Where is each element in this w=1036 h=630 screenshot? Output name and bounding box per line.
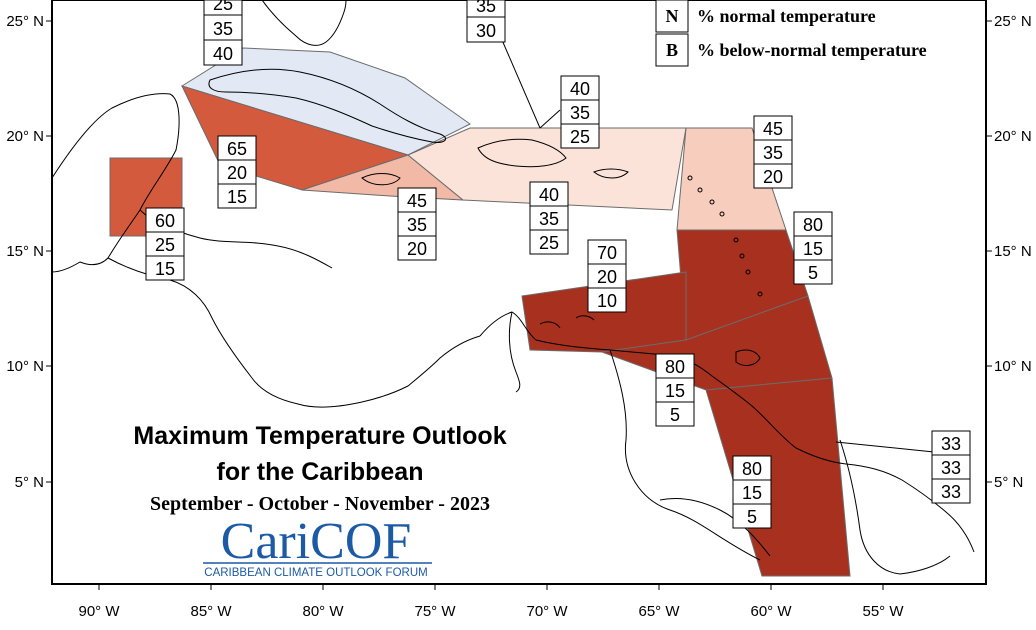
prob-box-jamaica: 45 35 20	[397, 187, 437, 261]
legend-key-normal: N	[666, 6, 679, 26]
lon-label: 75° W	[414, 603, 456, 620]
prob-below: 15	[227, 187, 247, 207]
prob-normal: 20	[227, 163, 247, 183]
lon-label: 65° W	[638, 603, 680, 620]
prob-below: 20	[407, 239, 427, 259]
prob-box-bahamas-cuba: 25 35 40	[203, 0, 243, 66]
prob-above: 45	[763, 119, 783, 139]
lat-label-right: 15° N	[994, 243, 1032, 260]
prob-box-belize: 60 25 15	[145, 207, 185, 281]
prob-normal: 33	[941, 458, 961, 478]
prob-normal: 35	[763, 143, 783, 163]
prob-below: 40	[213, 44, 233, 64]
legend: N % normal temperature B % below-normal …	[655, 0, 927, 67]
prob-above: 70	[597, 243, 617, 263]
logo-subtitle: CARIBBEAN CLIMATE OUTLOOK FORUM	[204, 567, 427, 579]
prob-below: 25	[570, 127, 590, 147]
prob-below: 20	[763, 167, 783, 187]
prob-below: 15	[155, 259, 175, 279]
prob-above: 40	[539, 185, 559, 205]
lat-label-right: 10° N	[994, 358, 1032, 375]
prob-normal: 20	[597, 267, 617, 287]
prob-below: 5	[747, 507, 757, 527]
lat-label-left: 5° N	[15, 474, 44, 491]
prob-below: 5	[670, 405, 680, 425]
prob-box-bahamas-north: 35 30	[466, 0, 506, 43]
prob-normal: 35	[407, 215, 427, 235]
lat-label-right: 25° N	[994, 13, 1032, 30]
lat-label-left: 20° N	[6, 128, 44, 145]
prob-normal: 15	[803, 239, 823, 259]
prob-above: 80	[803, 215, 823, 235]
forecast-regions	[109, 47, 851, 577]
prob-normal: 30	[476, 21, 496, 41]
lon-label: 90° W	[78, 603, 120, 620]
prob-normal: 15	[742, 483, 762, 503]
lat-label-left: 15° N	[6, 243, 44, 260]
legend-key-below: B	[666, 40, 678, 60]
lat-label-left: 10° N	[6, 358, 44, 375]
prob-box-cayman: 65 20 15	[217, 135, 257, 209]
lat-label-left: 25° N	[6, 13, 44, 30]
prob-normal: 35	[213, 19, 233, 39]
prob-box-leeward: 45 35 20	[753, 115, 793, 189]
prob-box-guyana: 80 15 5	[732, 455, 772, 529]
prob-box-abc: 70 20 10	[587, 239, 627, 313]
prob-box-suriname: 33 33 33	[931, 430, 971, 504]
latitude-axis: 25° N 20° N 15° N 10° N 5° N 25° N 20° N…	[6, 13, 1031, 491]
prob-above: 45	[407, 191, 427, 211]
lat-label-right: 5° N	[994, 474, 1023, 491]
longitude-axis: 90° W 85° W 80° W 75° W 70° W 65° W 60° …	[78, 584, 904, 620]
lon-label: 70° W	[526, 603, 568, 620]
prob-above: 80	[665, 357, 685, 377]
prob-box-windward: 80 15 5	[793, 211, 833, 285]
leader-lines	[501, 39, 935, 453]
probability-boxes: 25 35 40 35 30 65 20 15 60 25 15	[145, 0, 971, 529]
title-block: Maximum Temperature Outlook for the Cari…	[133, 422, 506, 515]
legend-label-below: % below-normal temperature	[697, 40, 927, 60]
prob-above: 33	[941, 434, 961, 454]
prob-above: 40	[570, 79, 590, 99]
logo-wordmark: CariCOF	[221, 513, 412, 570]
lon-label: 85° W	[190, 603, 232, 620]
map-title-line2: for the Caribbean	[217, 458, 424, 486]
prob-normal: 35	[539, 209, 559, 229]
prob-below: 10	[597, 291, 617, 311]
prob-above: 65	[227, 139, 247, 159]
prob-above: 80	[742, 459, 762, 479]
prob-normal: 35	[570, 103, 590, 123]
prob-below: 25	[539, 233, 559, 253]
legend-label-normal: % normal temperature	[697, 6, 876, 26]
prob-normal: 25	[155, 235, 175, 255]
prob-above: 35	[476, 0, 496, 16]
prob-box-trinidad: 80 15 5	[655, 353, 695, 427]
prob-normal: 15	[665, 381, 685, 401]
prob-above: 25	[213, 0, 233, 14]
prob-below: 5	[808, 263, 818, 283]
prob-below: 33	[941, 482, 961, 502]
lon-label: 80° W	[302, 603, 344, 620]
prob-box-hispaniola-south: 40 35 25	[529, 181, 569, 255]
lon-label: 60° W	[750, 603, 792, 620]
caricof-logo: CariCOF CARIBBEAN CLIMATE OUTLOOK FORUM	[203, 513, 432, 579]
prob-box-hispaniola: 40 35 25	[560, 75, 600, 149]
season-label: September - October - November - 2023	[150, 493, 490, 515]
map-title-line1: Maximum Temperature Outlook	[133, 422, 506, 450]
prob-above: 60	[155, 211, 175, 231]
lat-label-right: 20° N	[994, 128, 1032, 145]
lon-label: 55° W	[862, 603, 904, 620]
region-hispaniola	[407, 127, 687, 211]
